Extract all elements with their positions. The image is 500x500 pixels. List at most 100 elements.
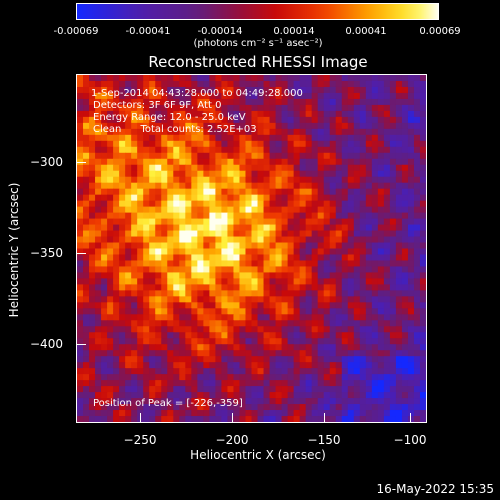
heatmap-cell <box>413 98 421 106</box>
heatmap-cell <box>149 140 156 148</box>
heatmap-cell <box>191 230 198 238</box>
heatmap-cell <box>119 236 126 244</box>
heatmap-cell <box>191 284 198 291</box>
heatmap-cell <box>185 290 192 297</box>
heatmap-cell <box>107 356 114 363</box>
heatmap-cell <box>161 134 168 142</box>
heatmap-cell <box>311 368 319 375</box>
heatmap-cell <box>95 75 102 82</box>
heatmap-cell <box>281 236 289 244</box>
x-tick-label: −100 <box>393 433 427 447</box>
heatmap-cell <box>185 254 192 261</box>
heatmap-cell <box>311 248 319 255</box>
heatmap-cell <box>353 116 361 124</box>
heatmap-cell <box>335 116 343 124</box>
heatmap-cell <box>209 350 216 357</box>
heatmap-cell <box>263 272 271 279</box>
heatmap-cell <box>269 338 277 345</box>
heatmap-cell <box>329 206 337 214</box>
heatmap-cell <box>221 86 228 94</box>
heatmap-cell <box>317 338 325 345</box>
heatmap-cell <box>371 158 379 166</box>
heatmap-cell <box>251 86 259 94</box>
heatmap-cell <box>125 122 132 130</box>
heatmap-cell <box>335 98 343 106</box>
heatmap-cell <box>113 170 120 178</box>
heatmap-cell <box>419 122 426 130</box>
heatmap-cell <box>383 266 391 273</box>
heatmap-cell <box>221 224 228 232</box>
heatmap-cell <box>281 182 289 190</box>
heatmap-cell <box>95 350 102 357</box>
heatmap-cell <box>413 416 421 422</box>
heatmap-cell <box>341 152 349 160</box>
heatmap-cell <box>197 278 204 285</box>
heatmap-cell <box>299 206 307 214</box>
heatmap-cell <box>281 158 289 166</box>
heatmap-cell <box>269 206 277 214</box>
heatmap-cell <box>287 386 295 393</box>
heatmap-cell <box>173 128 180 136</box>
heatmap-cell <box>419 320 426 327</box>
heatmap-cell <box>245 290 252 297</box>
heatmap-cell <box>257 92 265 100</box>
heatmap-cell <box>191 260 198 267</box>
heatmap-cell <box>383 416 391 422</box>
heatmap-cell <box>293 134 301 142</box>
heatmap-cell <box>77 146 84 154</box>
heatmap-cell <box>203 110 210 118</box>
heatmap-cell <box>89 230 96 238</box>
heatmap-cell <box>227 308 234 315</box>
heatmap-cell <box>185 98 192 106</box>
heatmap-cell <box>149 80 156 88</box>
heatmap-cell <box>77 344 84 351</box>
heatmap-cell <box>233 188 240 196</box>
heatmap-cell <box>131 230 138 238</box>
heatmap-cell <box>395 380 403 387</box>
heatmap-cell <box>89 332 96 339</box>
heatmap-cell <box>113 416 120 422</box>
heatmap-cell <box>227 326 234 333</box>
heatmap-cell <box>233 272 240 279</box>
heatmap-cell <box>377 188 385 196</box>
heatmap-cell <box>107 290 114 297</box>
heatmap-cell <box>245 170 252 178</box>
heatmap-cell <box>341 392 349 399</box>
heatmap-cell <box>371 80 379 88</box>
heatmap-cell <box>221 152 228 160</box>
heatmap-cell <box>287 230 295 238</box>
heatmap-cell <box>251 254 259 261</box>
heatmap-cell <box>383 206 391 214</box>
y-tick-label: −400 <box>30 337 63 351</box>
heatmap-cell <box>215 350 222 357</box>
heatmap-cell <box>287 326 295 333</box>
heatmap-cell <box>389 140 397 148</box>
heatmap-cell <box>287 302 295 309</box>
heatmap-cell <box>293 116 301 124</box>
heatmap-cell <box>149 128 156 136</box>
heatmap-cell <box>107 308 114 315</box>
heatmap-cell <box>383 110 391 118</box>
annotation-time-range: 1-Sep-2014 04:43:28.000 to 04:49:28.000 <box>91 88 303 99</box>
heatmap-cell <box>413 230 421 238</box>
heatmap-cell <box>371 362 379 369</box>
heatmap-cell <box>173 314 180 321</box>
heatmap-cell <box>203 278 210 285</box>
heatmap-cell <box>137 392 144 399</box>
heatmap-cell <box>287 368 295 375</box>
heatmap-cell <box>101 188 108 196</box>
heatmap-cell <box>401 374 409 381</box>
heatmap-cell <box>95 128 102 136</box>
heatmap-cell <box>161 302 168 309</box>
heatmap-cell <box>83 290 90 297</box>
heatmap-cell <box>347 224 355 232</box>
heatmap-cell <box>335 176 343 184</box>
heatmap-cell <box>155 368 162 375</box>
heatmap-cell <box>167 350 174 357</box>
heatmap-cell <box>227 320 234 327</box>
heatmap-cell <box>299 416 307 422</box>
heatmap-cell <box>197 386 204 393</box>
heatmap-cell <box>305 104 313 112</box>
heatmap-cell <box>221 242 228 249</box>
heatmap-cell <box>203 218 210 226</box>
